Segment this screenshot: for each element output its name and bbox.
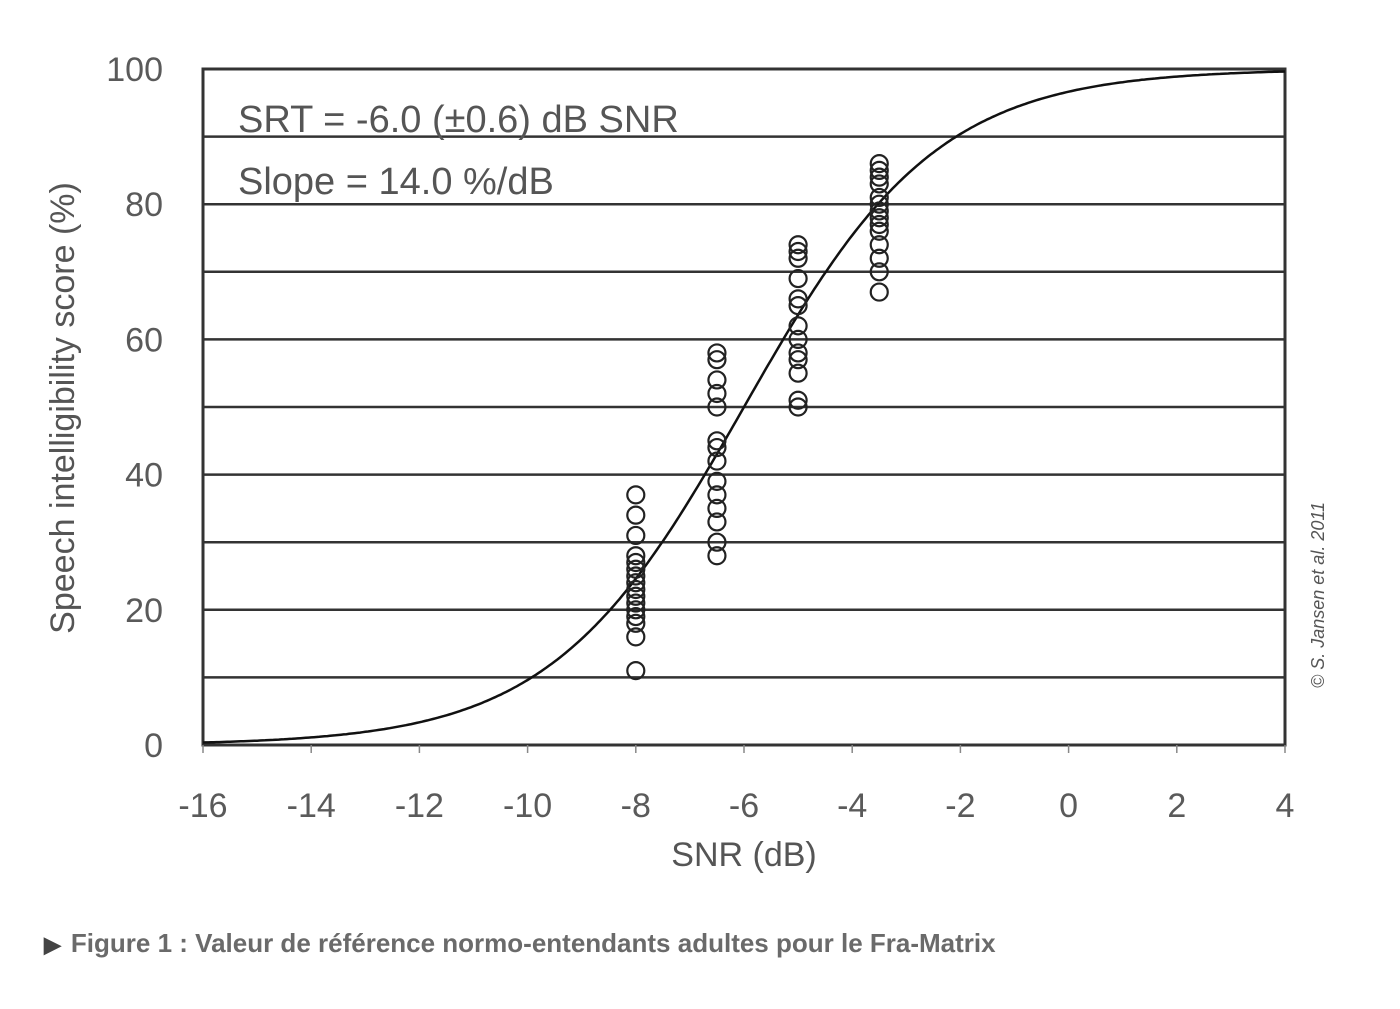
data-point (869, 214, 889, 235)
y-tick-label: 40 (125, 457, 163, 495)
data-point (869, 235, 889, 255)
y-tick-label: 100 (106, 51, 163, 89)
data-point (707, 471, 727, 491)
data-point (869, 154, 889, 174)
y-tick-label: 60 (125, 321, 163, 359)
y-tick-label: 20 (125, 592, 163, 630)
data-point (626, 600, 646, 620)
y-tick-label: 0 (144, 727, 163, 765)
data-point (788, 289, 808, 309)
data-point (788, 268, 808, 289)
x-tick-label: 0 (1059, 787, 1078, 825)
data-point (788, 235, 808, 255)
annotation-slope: Slope = 14.0 %/dB (238, 161, 554, 203)
y-axis-title: Speech intelligibility score (%) (44, 182, 82, 634)
x-tick-label: -10 (503, 787, 552, 825)
data-point (869, 262, 889, 282)
data-point (626, 525, 646, 546)
data-point (707, 383, 727, 404)
data-point (869, 248, 889, 268)
data-point (869, 221, 889, 241)
data-point (788, 343, 808, 363)
data-point (707, 532, 727, 552)
data-point (626, 559, 646, 579)
data-point (626, 573, 646, 593)
x-tick-label: 2 (1167, 787, 1186, 825)
data-point (788, 397, 808, 417)
x-axis-title: SNR (dB) (671, 836, 816, 874)
x-tick-label: -4 (837, 787, 867, 825)
data-point (788, 296, 808, 316)
x-axis-ticks: -16 -14 -12 -10 -8 -6 -4 -2 0 2 4 (178, 745, 1294, 825)
data-point (707, 397, 727, 417)
annotation-srt: SRT = -6.0 (±0.6) dB SNR (238, 99, 679, 141)
caption-text: Figure 1 : Valeur de référence normo-ent… (70, 928, 996, 958)
data-point (869, 201, 889, 221)
data-point (869, 167, 889, 187)
chart: -16 -14 -12 -10 -8 -6 -4 -2 0 2 4 0 20 40 60 80 100 SRT… (44, 51, 1328, 874)
data-point (626, 566, 646, 586)
fit-curve (202, 70, 1286, 744)
data-point (707, 485, 727, 505)
data-point (869, 282, 889, 302)
data-point (626, 593, 646, 613)
data-point (626, 552, 646, 573)
x-tick-label: -8 (621, 787, 651, 825)
x-tick-label: -2 (945, 787, 975, 825)
data-point (626, 661, 646, 681)
data-point (869, 187, 889, 208)
x-tick-label: 4 (1276, 787, 1295, 825)
figure-caption: ▶ Figure 1 : Valeur de référence normo-en… (44, 928, 996, 959)
data-point (788, 316, 808, 336)
data-point (788, 241, 808, 262)
x-tick-label: -6 (729, 787, 759, 825)
data-point (788, 350, 808, 370)
x-tick-label: -14 (287, 787, 336, 825)
data-point (626, 485, 646, 505)
data-point (707, 343, 727, 363)
data-point (869, 208, 889, 228)
data-point (626, 627, 646, 647)
data-point (626, 586, 646, 606)
caption-arrow-icon: ▶ (44, 932, 61, 957)
data-point (788, 363, 808, 383)
data-point (788, 390, 808, 410)
data-point (707, 350, 727, 370)
data-point (707, 498, 727, 518)
data-point (707, 431, 727, 451)
data-point (707, 512, 727, 532)
data-point (707, 546, 727, 566)
data-point (788, 248, 808, 268)
data-point (626, 505, 646, 525)
y-axis-ticks: 0 20 40 60 80 100 (106, 51, 163, 765)
data-point (707, 451, 727, 471)
data-point (707, 370, 727, 390)
data-point (788, 329, 808, 349)
data-point (869, 174, 889, 194)
copyright-credit: © S. Jansen et al. 2011 (1308, 502, 1328, 688)
data-point (869, 194, 889, 214)
data-point (626, 579, 646, 600)
data-points (626, 154, 889, 681)
x-tick-label: -12 (395, 787, 444, 825)
y-tick-label: 80 (125, 186, 163, 224)
data-point (626, 606, 646, 627)
data-point (869, 160, 889, 180)
data-point (626, 613, 646, 633)
x-tick-label: -16 (178, 787, 227, 825)
data-point (707, 437, 727, 458)
data-point (626, 546, 646, 566)
